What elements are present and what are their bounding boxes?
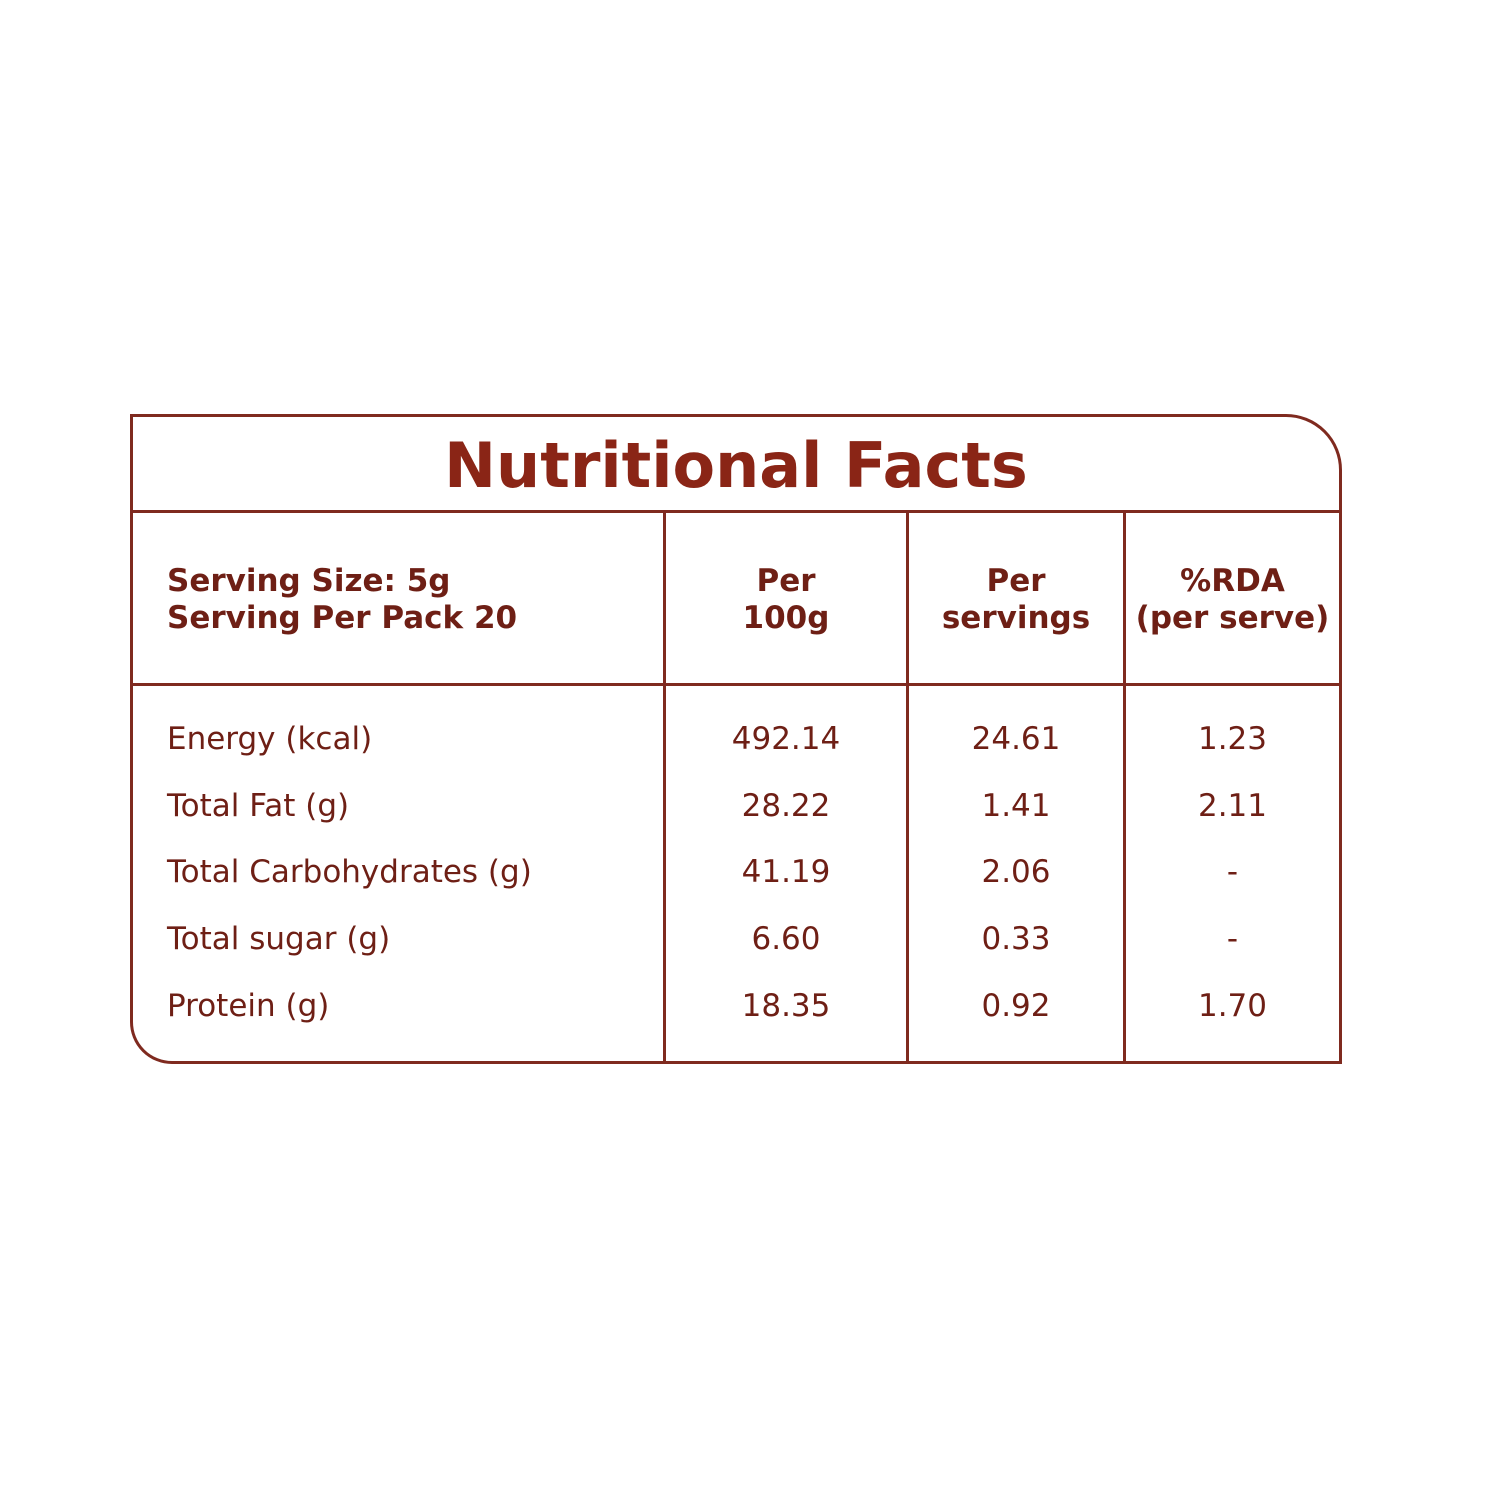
row-energy-rda: 1.23 (1197, 721, 1268, 757)
table-title: Nutritional Facts (444, 429, 1028, 502)
per-100g-header-line2: 100g (742, 600, 830, 636)
row-protein-per100g: 18.35 (741, 988, 831, 1024)
row-carbs-name: Total Carbohydrates (g) (167, 854, 532, 890)
serving-per-pack: Serving Per Pack 20 (167, 600, 518, 636)
rda-header: %RDA (per serve) (1126, 563, 1339, 637)
per-100g-header: Per 100g (666, 563, 906, 637)
row-fat-rda: 2.11 (1197, 788, 1268, 824)
header-divider (133, 683, 1339, 686)
row-carbs-rda: - (1226, 854, 1239, 890)
column-divider-1 (663, 513, 666, 1061)
row-sugar-perserving: 0.33 (981, 921, 1051, 957)
serving-size: Serving Size: 5g (167, 563, 451, 599)
row-fat-per100g: 28.22 (741, 788, 831, 824)
serving-info-header: Serving Size: 5g Serving Per Pack 20 (167, 563, 517, 637)
row-carbs-per100g: 41.19 (741, 854, 831, 890)
column-divider-2 (906, 513, 909, 1061)
row-fat-perserving: 1.41 (981, 788, 1051, 824)
row-protein-rda: 1.70 (1197, 988, 1268, 1024)
title-row: Nutritional Facts (133, 417, 1339, 513)
row-protein-name: Protein (g) (167, 988, 330, 1024)
row-protein-perserving: 0.92 (981, 988, 1051, 1024)
row-energy-perserving: 24.61 (971, 721, 1061, 757)
row-sugar-name: Total sugar (g) (167, 921, 391, 957)
row-carbs-perserving: 2.06 (981, 854, 1051, 890)
rda-header-line1: %RDA (1180, 563, 1285, 599)
per-serving-header-line1: Per (986, 563, 1046, 599)
row-energy-per100g: 492.14 (731, 721, 841, 757)
row-sugar-rda: - (1226, 921, 1239, 957)
row-energy-name: Energy (kcal) (167, 721, 373, 757)
nutrition-facts-table: Nutritional Facts Serving Size: 5g Servi… (130, 414, 1342, 1064)
per-100g-header-line1: Per (756, 563, 816, 599)
per-serving-header-line2: servings (941, 600, 1091, 636)
row-sugar-per100g: 6.60 (751, 921, 821, 957)
per-serving-header: Per servings (909, 563, 1123, 637)
column-divider-3 (1123, 513, 1126, 1061)
rda-header-line2: (per serve) (1135, 600, 1330, 636)
row-fat-name: Total Fat (g) (167, 788, 350, 824)
